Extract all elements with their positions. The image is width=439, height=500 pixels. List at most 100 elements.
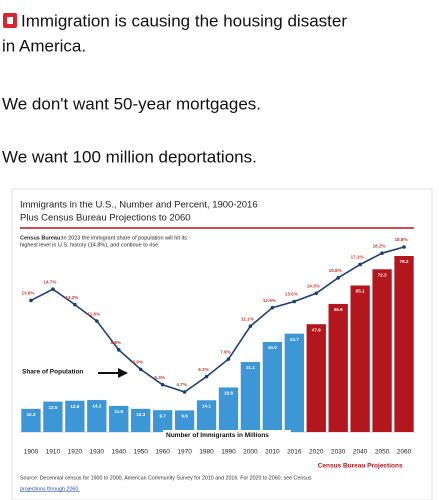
- projection-label: Census Bureau Projections: [318, 463, 403, 470]
- bar-value-label: 43.7: [290, 337, 299, 342]
- post-icon-inner: [7, 17, 13, 24]
- x-tick-label: 1960: [155, 449, 170, 456]
- share-point: [51, 287, 55, 291]
- share-arrow: [98, 368, 128, 378]
- share-point: [248, 324, 253, 328]
- share-point: [204, 374, 209, 379]
- share-point: [116, 348, 121, 352]
- share-point: [270, 305, 275, 310]
- bar-value-label: 40.0: [268, 345, 277, 350]
- x-tick-label: 1980: [199, 449, 214, 456]
- bar: [328, 303, 348, 432]
- x-tick-label: 1970: [177, 449, 192, 456]
- chart-title: Plus Census Bureau Projections to 2060: [20, 213, 191, 224]
- bar-value-label: 11.6: [114, 409, 123, 414]
- bar: [152, 410, 173, 432]
- bar: [87, 400, 107, 432]
- post-line: We don't want 50-year mortgages.: [2, 94, 261, 113]
- note: In 2023 the immigrant share of populatio…: [62, 235, 187, 241]
- bar-legend: Number of Immigrants in Millions: [166, 432, 269, 439]
- share-point: [336, 276, 340, 280]
- x-tick-label: 1920: [68, 449, 83, 456]
- share-value-label: 13.2%: [65, 295, 78, 300]
- bar-value-label: 72.3: [378, 272, 387, 277]
- bar: [218, 387, 239, 432]
- bar: [262, 341, 283, 432]
- bar: [240, 362, 261, 432]
- share-point: [95, 319, 99, 323]
- bar: [65, 400, 85, 432]
- share-value-label: 6.2%: [198, 367, 208, 372]
- x-tick-label: 1900: [24, 449, 39, 456]
- post-line: We want 100 million deportations.: [2, 147, 257, 166]
- x-tick-label: 1930: [90, 449, 105, 456]
- bar: [131, 408, 151, 432]
- share-value-label: 6.9%: [132, 360, 142, 365]
- share-point: [138, 367, 143, 372]
- share-value-label: 5.4%: [154, 375, 164, 380]
- bar: [284, 333, 304, 432]
- x-tick-label: 1990: [221, 449, 236, 456]
- share-point: [73, 302, 77, 307]
- source: projections through 2060.: [20, 486, 80, 492]
- share-value-label: 14.7%: [43, 279, 56, 284]
- bar-value-label: 56.9: [334, 307, 343, 312]
- bar: [109, 405, 129, 432]
- x-tick-label: 1950: [133, 449, 148, 456]
- bar-legend-box: [163, 430, 291, 440]
- share-point: [380, 251, 384, 255]
- share-point: [292, 299, 297, 304]
- bar-value-label: 47.9: [312, 327, 321, 332]
- share-point: [402, 245, 406, 249]
- share-legend: Share of Population: [22, 369, 83, 376]
- share-value-label: 14.3%: [307, 283, 320, 288]
- plot: 10.3 13.5 13.9 14.2 11.6 10.3 9.7 9.6 14.1 19.8 31…: [20, 237, 415, 470]
- bar-value-label: 9.7: [159, 413, 166, 418]
- share-value-label: 11.6%: [87, 311, 100, 316]
- chart-title: Immigrants in the U.S., Number and Perce…: [20, 200, 258, 211]
- x-tick-label: 1910: [46, 449, 61, 456]
- bar-value-label: 13.9: [70, 404, 79, 409]
- share-point: [29, 298, 33, 303]
- bar: [43, 401, 63, 432]
- note: highest level in U.S. history (14.8%), a…: [20, 242, 160, 248]
- bar: [21, 408, 41, 432]
- bar-value-label: 10.3: [26, 412, 35, 417]
- share-point: [182, 390, 187, 394]
- share-value-label: 12.9%: [263, 298, 276, 303]
- bar-value-label: 65.1: [356, 289, 365, 294]
- bar: [394, 256, 414, 432]
- share-value-label: 11.1%: [241, 316, 254, 321]
- share-point: [160, 383, 165, 387]
- x-tick-label: 2040: [353, 449, 368, 456]
- bar-value-label: 78.2: [400, 259, 409, 264]
- x-tick-label: 2000: [243, 449, 258, 456]
- x-tick-label: 2060: [397, 449, 412, 456]
- bar-value-label: 31.1: [246, 365, 255, 370]
- share-value-label: 4.7%: [176, 382, 186, 387]
- source: Source: Decennial census for 1900 to 200…: [20, 475, 312, 481]
- share-value-label: 18.2%: [373, 243, 386, 248]
- share-value-label: 17.1%: [351, 255, 364, 260]
- bar: [306, 324, 326, 432]
- share-line: [30, 246, 405, 393]
- x-tick-label: 2010: [265, 449, 280, 456]
- x-tick-label: 2020: [309, 449, 324, 456]
- share-point: [358, 262, 362, 267]
- post-line: Immigration is causing the housing disas…: [21, 11, 347, 30]
- share-value-label: 13.6%: [21, 291, 34, 296]
- bar-value-label: 14.1: [202, 403, 211, 408]
- bar-value-label: 13.5: [48, 405, 57, 410]
- x-tick-label: 2050: [375, 449, 390, 456]
- share-point: [226, 357, 231, 361]
- x-tick-label: 2016: [287, 449, 302, 456]
- share-value-label: 18.8%: [395, 237, 408, 242]
- bar: [350, 285, 370, 432]
- share-point: [314, 291, 319, 296]
- bar-value-label: 10.3: [136, 412, 145, 417]
- bar: [372, 269, 392, 432]
- post-line: in America.: [2, 36, 86, 55]
- bar-value-label: 19.8: [224, 391, 233, 396]
- bar: [174, 410, 195, 432]
- share-value-label: 15.8%: [329, 268, 342, 273]
